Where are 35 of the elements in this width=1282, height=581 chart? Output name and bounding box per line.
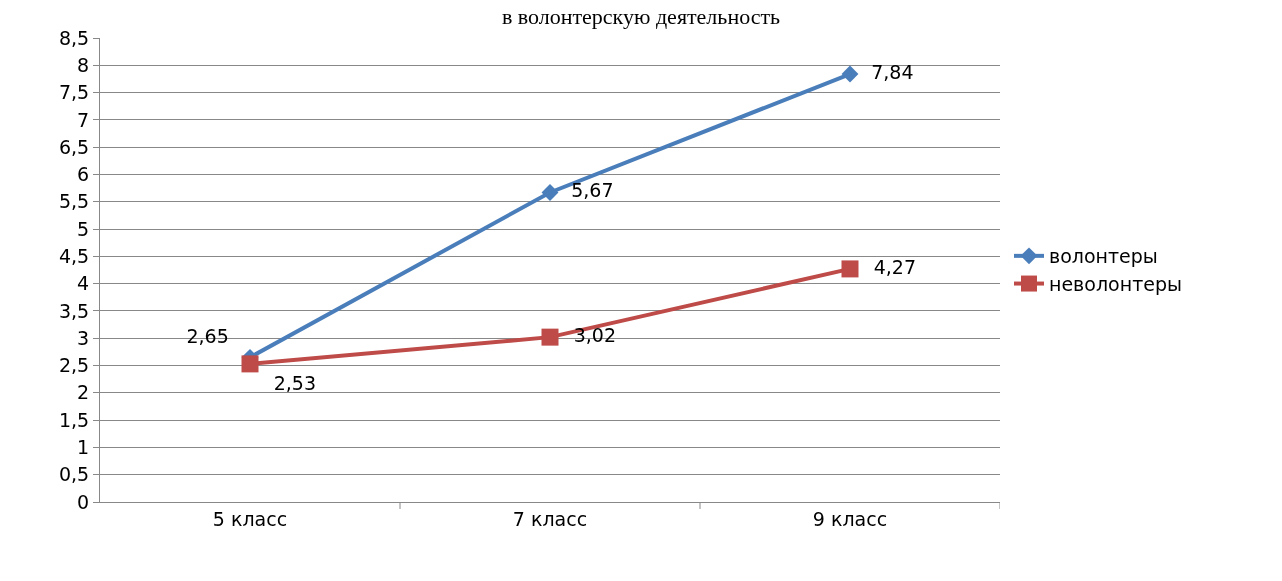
point [841, 65, 859, 83]
y-tick-label: 3 [77, 326, 90, 349]
data-label: 4,27 [861, 255, 929, 278]
y-tick-label: 6,5 [58, 135, 90, 158]
data-label: 5,67 [559, 179, 626, 202]
y-tick-label: 5,5 [58, 190, 90, 213]
y-tick-label: 4 [77, 272, 90, 295]
y-tick-label: 6 [77, 163, 90, 186]
y-tick-label: 7,5 [58, 81, 90, 104]
y-tick-label: 2,5 [58, 354, 90, 377]
point [541, 184, 559, 201]
data-label: 3,02 [561, 323, 629, 346]
y-tick-label: 5 [77, 217, 90, 240]
data-label: 2,65 [174, 325, 241, 348]
y-tick-label: 4,5 [58, 245, 90, 267]
point [541, 328, 559, 346]
legend-label: волонтеры [1049, 245, 1158, 268]
x-tick-label: 7 класс [512, 507, 588, 530]
point [241, 355, 259, 373]
data-label: 7,84 [859, 60, 926, 83]
y-tick-label: 1 [77, 436, 90, 459]
y-tick-label: 2 [77, 381, 90, 404]
point [841, 260, 859, 278]
y-tick-label: 8 [77, 53, 90, 76]
data-label: 2,53 [261, 371, 329, 394]
y-tick-label: 1,5 [58, 408, 90, 431]
legend-label: неволонтеры [1049, 272, 1182, 295]
y-tick-label: 0,5 [58, 463, 90, 486]
x-tick-label: 5 класс [212, 507, 288, 530]
y-tick-label: 8,5 [58, 26, 90, 49]
y-tick-label: 0 [77, 490, 90, 513]
y-tick-label: 3,5 [58, 299, 90, 322]
y-tick-label: 7 [77, 108, 90, 131]
x-tick-label: 9 класс [812, 507, 888, 530]
chart-title: в волонтерскую деятельность [501, 4, 781, 30]
